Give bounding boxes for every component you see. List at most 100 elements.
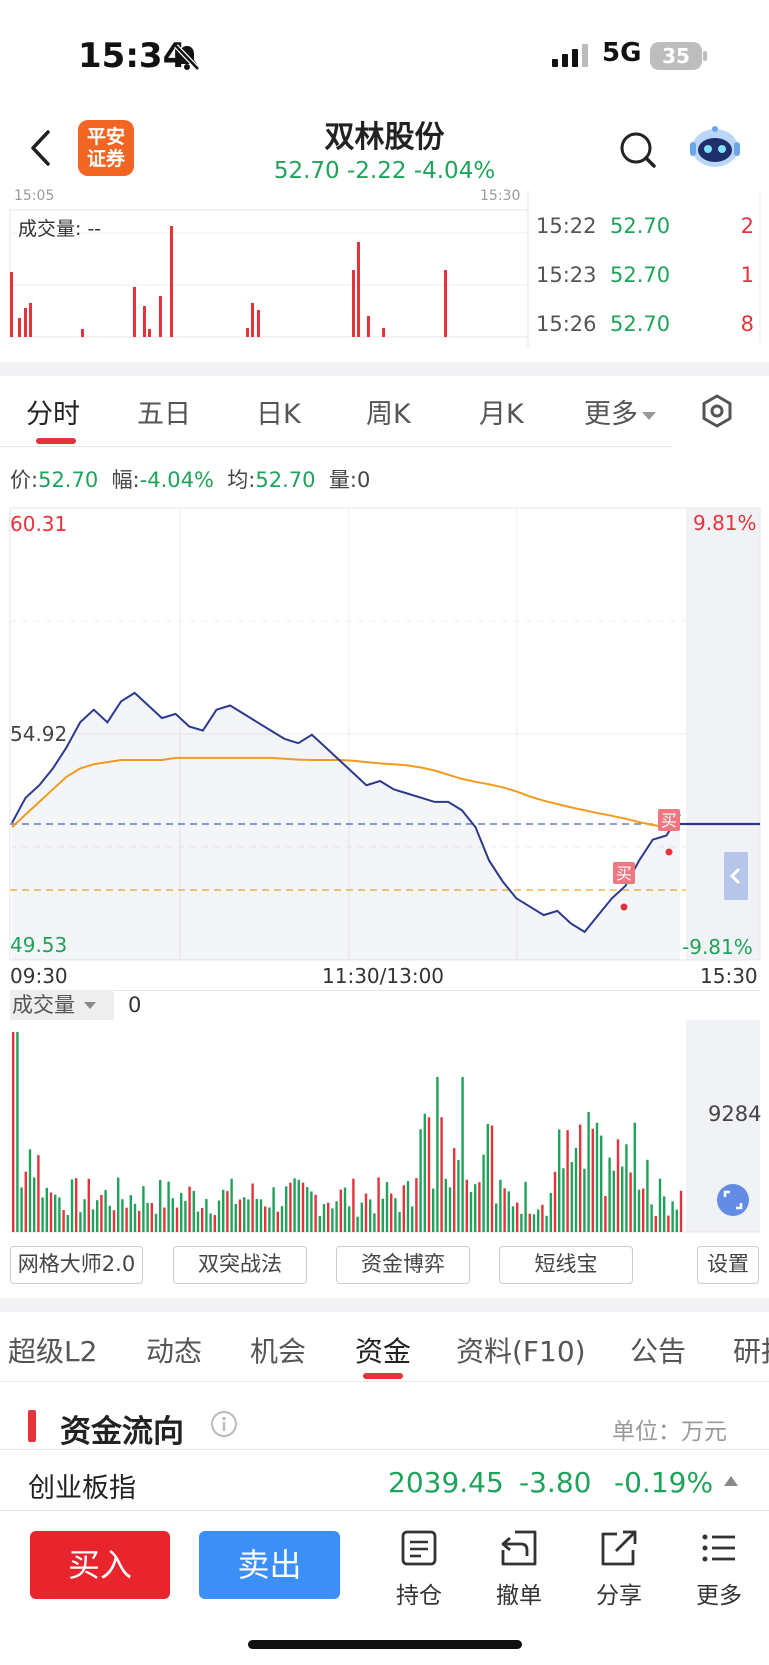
tab-intraday[interactable]: 分时 (26, 399, 80, 430)
battery-tip (703, 51, 707, 61)
volume-bar (352, 1178, 355, 1232)
mini-volume-label: 成交量: -- (18, 218, 102, 240)
collapse-panel-button[interactable] (724, 852, 748, 900)
expand-up-icon[interactable] (722, 1474, 740, 1488)
volume-bar (121, 1199, 124, 1232)
settings-button[interactable]: 设置 (697, 1246, 759, 1284)
volume-bar (562, 1168, 565, 1232)
fullscreen-icon[interactable] (716, 1183, 750, 1217)
volume-bar (591, 1128, 594, 1232)
gear-icon[interactable] (700, 394, 734, 428)
tab-announcements[interactable]: 公告 (630, 1335, 687, 1368)
volume-bar (264, 1206, 267, 1232)
info-tab-underline (363, 1373, 403, 1379)
robot-assistant-icon[interactable] (688, 124, 742, 170)
tab-five-day[interactable]: 五日 (137, 399, 191, 430)
volume-bar (595, 1122, 599, 1232)
tab-more[interactable]: 更多 (584, 392, 658, 431)
volume-bar (390, 1193, 393, 1232)
volume-bar (226, 1191, 229, 1232)
tab-monthly-k[interactable]: 月K (479, 399, 524, 430)
trade-row: 15:22 52.70 2 (536, 214, 754, 254)
sell-button[interactable]: 卖出 (199, 1531, 340, 1599)
volume-bar (192, 1190, 195, 1232)
buy-marker[interactable]: 买 (613, 862, 635, 911)
volume-bar (637, 1189, 641, 1232)
volume-bar (343, 1187, 347, 1232)
volume-bar (541, 1204, 544, 1232)
volume-bar (62, 1210, 65, 1232)
trade-time: 15:22 (536, 214, 597, 238)
tab-funds[interactable]: 资金 (355, 1335, 412, 1368)
volume-bar (243, 1197, 246, 1232)
search-icon[interactable] (618, 130, 658, 170)
caret-down-icon (642, 411, 656, 420)
volume-bar (49, 1192, 53, 1232)
volume-bar (79, 1212, 82, 1232)
volume-bar (146, 1202, 149, 1232)
volume-title: 成交量 (12, 993, 75, 1017)
volume-bar (423, 1113, 426, 1232)
volume-bar (432, 1188, 435, 1232)
volume-bar (377, 1177, 380, 1232)
tab-f10[interactable]: 资料(F10) (456, 1335, 586, 1368)
volume-bar (621, 1166, 624, 1232)
pct-axis-top: 9.81% (693, 511, 757, 535)
grid-master-button[interactable]: 网格大师2.0 (10, 1246, 143, 1284)
volume-bar (201, 1208, 204, 1232)
cancel-order-button[interactable]: 撤单 (479, 1528, 559, 1610)
trade-volume: 8 (740, 312, 754, 336)
info-avg-label: 均: (227, 468, 256, 492)
volume-bar (104, 1190, 107, 1232)
volume-selector[interactable]: 成交量 (10, 990, 114, 1020)
mini-volume-chart (9, 190, 761, 347)
buy-marker[interactable]: 买 (658, 809, 680, 856)
trade-price: 52.70 (610, 312, 671, 336)
volume-current: 0 (128, 993, 142, 1017)
volume-bar (33, 1177, 36, 1232)
volume-bar (222, 1189, 225, 1232)
tab-news-feed[interactable]: 动态 (146, 1335, 203, 1368)
volume-bar (612, 1170, 615, 1232)
tab-super-l2[interactable]: 超级L2 (8, 1335, 98, 1368)
info-price-label: 价: (10, 468, 39, 492)
intraday-chart[interactable]: 买 买 (0, 500, 769, 990)
volume-bar (549, 1193, 552, 1232)
double-breakout-button[interactable]: 双突战法 (173, 1246, 307, 1284)
volume-bar (167, 1181, 170, 1232)
trade-volume: 2 (740, 214, 754, 238)
fund-game-button[interactable]: 资金博弈 (336, 1246, 470, 1284)
volume-bar (440, 1117, 443, 1232)
volume-chart (10, 1020, 760, 1233)
share-button[interactable]: 分享 (579, 1528, 659, 1610)
volume-bar (91, 1209, 95, 1232)
tab-research[interactable]: 研报 (733, 1335, 769, 1368)
bell-muted-icon (174, 44, 200, 71)
holdings-button[interactable]: 持仓 (379, 1528, 459, 1610)
info-vol: 0 (356, 468, 371, 492)
short-term-button[interactable]: 短线宝 (499, 1246, 633, 1284)
volume-bar (356, 1216, 359, 1232)
volume-bar (133, 1203, 137, 1232)
volume-bar (45, 1187, 48, 1232)
back-chevron-icon[interactable] (28, 128, 52, 168)
volume-bar (66, 1215, 69, 1232)
info-icon[interactable] (210, 1410, 238, 1438)
volume-bar (75, 1178, 78, 1232)
buy-button[interactable]: 买入 (30, 1531, 170, 1599)
volume-bar (444, 1178, 447, 1232)
tab-more-label: 更多 (584, 399, 638, 430)
volume-bar (327, 1202, 330, 1232)
tab-weekly-k[interactable]: 周K (366, 399, 411, 430)
caret-down-icon (84, 1002, 96, 1009)
volume-bar (259, 1199, 263, 1232)
volume-bar (583, 1168, 586, 1232)
tab-daily-k[interactable]: 日K (256, 399, 301, 430)
tab-opportunity[interactable]: 机会 (250, 1335, 307, 1368)
volume-bar (54, 1194, 57, 1232)
volume-bar (604, 1196, 607, 1232)
more-button[interactable]: 更多 (679, 1528, 759, 1610)
volume-bar (495, 1203, 498, 1232)
volume-bar (453, 1148, 456, 1232)
volume-bar (524, 1181, 527, 1232)
